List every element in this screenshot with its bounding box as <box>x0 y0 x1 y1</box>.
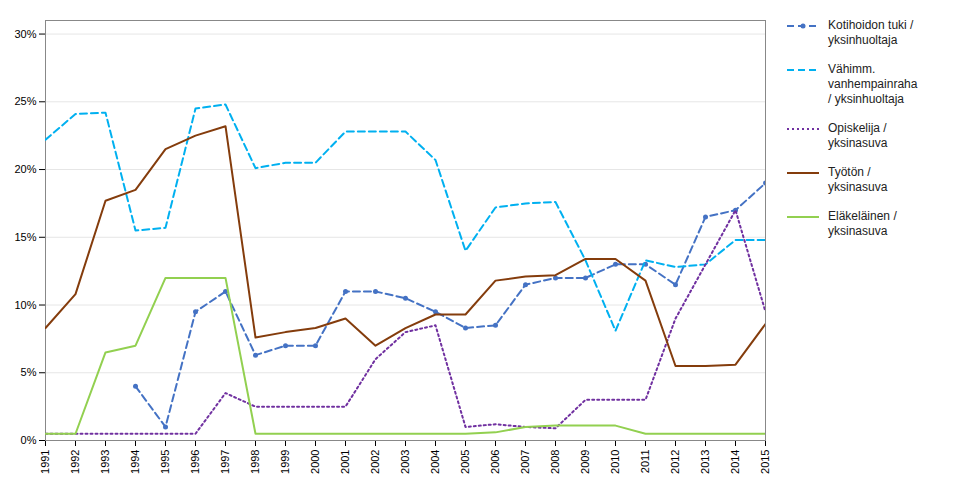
svg-text:1992: 1992 <box>69 450 81 474</box>
svg-text:2010: 2010 <box>609 450 621 474</box>
svg-text:1996: 1996 <box>189 450 201 474</box>
svg-text:1995: 1995 <box>159 450 171 474</box>
html-text:Eläkeläinen / yksinasuva: Eläkeläinen / yksinasuva <box>828 209 897 238</box>
svg-text:1998: 1998 <box>249 450 261 474</box>
svg-text:2007: 2007 <box>519 450 531 474</box>
html-text:Työtön / yksinasuva: Työtön / yksinasuva <box>828 165 888 194</box>
svg-text:2002: 2002 <box>369 450 381 474</box>
svg-text:2004: 2004 <box>429 450 441 474</box>
svg-text:2011: 2011 <box>639 450 651 474</box>
svg-text:2012: 2012 <box>669 450 681 474</box>
html-text:Opiskelija / yksinasuva: Opiskelija / yksinasuva <box>828 121 888 150</box>
svg-text:0%: 0% <box>21 434 37 446</box>
svg-text:1993: 1993 <box>99 450 111 474</box>
html-text:Vähimm. vanhempainraha / yksin: Vähimm. vanhempainraha / yksinhuoltaja <box>828 62 918 106</box>
svg-text:2009: 2009 <box>579 450 591 474</box>
svg-text:20%: 20% <box>14 163 36 175</box>
svg-text:1991: 1991 <box>39 450 51 474</box>
svg-text:2015: 2015 <box>759 450 771 474</box>
svg-text:30%: 30% <box>14 28 36 40</box>
svg-text:1999: 1999 <box>279 450 291 474</box>
svg-text:2001: 2001 <box>339 450 351 474</box>
svg-text:15%: 15% <box>14 231 36 243</box>
svg-text:2013: 2013 <box>699 450 711 474</box>
svg-text:2005: 2005 <box>459 450 471 474</box>
svg-text:1997: 1997 <box>219 450 231 474</box>
svg-text:2014: 2014 <box>729 450 741 474</box>
svg-text:10%: 10% <box>14 299 36 311</box>
svg-text:5%: 5% <box>21 366 37 378</box>
svg-text:2008: 2008 <box>549 450 561 474</box>
svg-text:2003: 2003 <box>399 450 411 474</box>
svg-text:2006: 2006 <box>489 450 501 474</box>
svg-text:2000: 2000 <box>309 450 321 474</box>
html-text:Kotihoidon tuki / yksinhuoltaj: Kotihoidon tuki / yksinhuoltaja <box>828 18 914 47</box>
svg-text:25%: 25% <box>14 95 36 107</box>
svg-text:1994: 1994 <box>129 450 141 474</box>
